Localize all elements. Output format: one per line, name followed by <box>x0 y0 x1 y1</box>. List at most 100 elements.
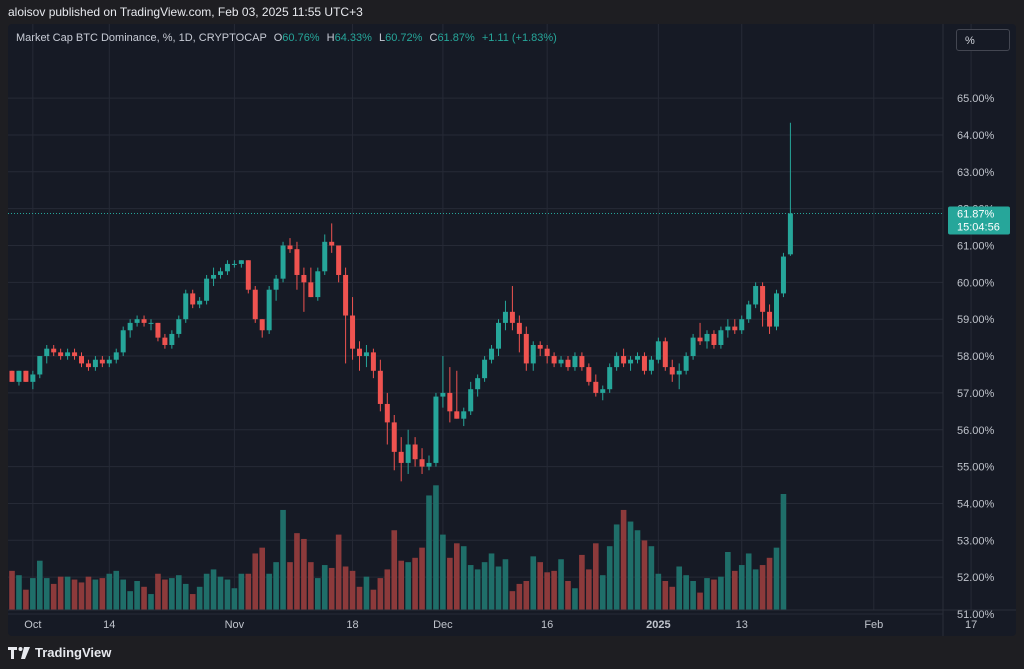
candle-body <box>176 319 182 334</box>
chart-panel[interactable]: 65.00%64.00%63.00%62.00%61.00%60.00%59.0… <box>8 24 1016 636</box>
candle-body <box>767 311 773 327</box>
candle-body <box>607 367 613 390</box>
candle-body <box>760 286 766 312</box>
volume-bar <box>488 553 495 610</box>
candle-body <box>370 352 376 371</box>
candlestick-chart[interactable]: 65.00%64.00%63.00%62.00%61.00%60.00%59.0… <box>8 24 1016 636</box>
volume-bar <box>467 565 474 610</box>
candle-body <box>600 389 606 393</box>
candle-body <box>468 389 474 412</box>
candle-body <box>509 311 515 323</box>
volume-bar <box>43 578 50 610</box>
volume-bar <box>711 579 717 610</box>
symbol-name: Market Cap BTC Dominance, %, 1D, CRYPTOC… <box>16 32 267 44</box>
candle-body <box>405 444 411 463</box>
candle-body <box>391 422 397 452</box>
close-value: 61.87% <box>437 32 475 44</box>
x-tick-label: 14 <box>103 619 115 631</box>
candle-body <box>641 356 647 371</box>
high-value: 64.33% <box>334 32 372 44</box>
candle-body <box>336 245 342 275</box>
y-tick-label: 63.00% <box>957 167 995 179</box>
candle-body <box>461 411 467 419</box>
volume-bar <box>704 578 710 610</box>
candle-body <box>287 245 293 250</box>
x-tick-label: Feb <box>864 619 883 631</box>
volume-bar <box>349 570 356 610</box>
volume-bar <box>502 559 509 610</box>
y-tick-label: 64.00% <box>957 130 995 142</box>
volume-bar <box>655 573 662 610</box>
candle-body <box>398 451 404 463</box>
volume-bar <box>766 557 773 610</box>
volume-bar <box>356 586 363 610</box>
candle-body <box>259 319 265 331</box>
volume-bar <box>78 582 85 610</box>
candle-body <box>58 352 64 357</box>
candle-body <box>774 293 779 327</box>
volume-bar <box>433 485 439 610</box>
y-tick-label: 59.00% <box>957 314 995 326</box>
volume-bar <box>544 572 550 610</box>
candle-body <box>85 363 91 368</box>
candle-body <box>614 356 620 368</box>
volume-bar <box>697 592 703 610</box>
x-tick-label: 2025 <box>646 619 670 631</box>
volume-bar <box>203 573 210 610</box>
candle-body <box>44 348 50 357</box>
volume-bar <box>662 581 669 610</box>
open-value: 60.76% <box>282 32 320 44</box>
candle-body <box>753 286 759 305</box>
volume-bar <box>690 581 696 610</box>
y-tick-label: 60.00% <box>957 277 995 289</box>
y-tick-label: 56.00% <box>957 425 995 437</box>
volume-bar <box>759 565 766 610</box>
candle-body <box>537 344 543 349</box>
volume-bar <box>586 569 592 610</box>
candle-body <box>523 333 529 364</box>
candle-body <box>621 356 627 364</box>
candle-body <box>134 319 140 323</box>
volume-bar <box>99 578 106 610</box>
candle-body <box>329 241 335 246</box>
volume-bar <box>551 570 557 610</box>
volume-bar <box>92 579 99 610</box>
candle-body <box>141 319 147 323</box>
volume-bar <box>620 509 627 610</box>
volume-bar <box>732 570 738 610</box>
volume-bar <box>16 575 22 610</box>
candle-body <box>245 260 251 290</box>
volume-bar <box>321 565 328 610</box>
volume-bar <box>412 557 418 610</box>
candle-body <box>37 356 43 375</box>
candle-body <box>787 213 793 255</box>
volume-bar <box>182 583 189 610</box>
candle-body <box>635 356 640 360</box>
candle-body <box>489 348 495 360</box>
percent-scale-button[interactable]: % <box>956 29 1010 51</box>
volume-bar <box>294 533 300 610</box>
last-price-badge <box>948 206 1010 235</box>
candle-body <box>120 330 126 353</box>
candle-body <box>544 348 550 357</box>
volume-bar <box>57 576 64 610</box>
volume-bar <box>155 573 161 610</box>
tradingview-logo-icon <box>8 646 30 659</box>
volume-bar <box>23 589 29 610</box>
volume-bar <box>217 576 224 610</box>
volume-bar <box>162 579 168 610</box>
x-tick-label: Nov <box>225 619 245 631</box>
candle-body <box>113 352 119 360</box>
candle-body <box>440 392 446 397</box>
candle-body <box>301 274 307 283</box>
candle-body <box>127 322 133 331</box>
published-caption: aloisov published on TradingView.com, Fe… <box>8 5 363 19</box>
volume-bar <box>419 547 425 610</box>
candle-body <box>516 322 522 334</box>
open-label: O <box>273 32 283 44</box>
candle-body <box>231 263 237 265</box>
volume-bar <box>738 565 745 610</box>
candle-body <box>662 341 668 368</box>
volume-bar <box>148 594 154 610</box>
volume-bar <box>169 578 175 610</box>
